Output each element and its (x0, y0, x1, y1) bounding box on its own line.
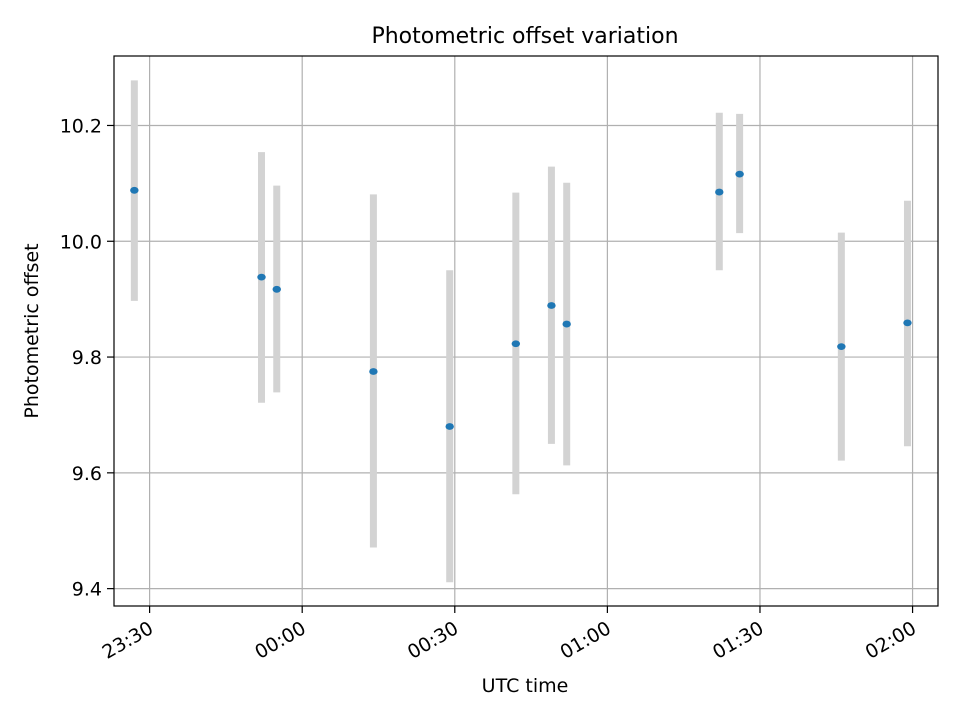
y-tick-label: 9.6 (72, 463, 102, 485)
data-point (735, 170, 744, 178)
chart-title: Photometric offset variation (371, 24, 678, 49)
data-point (257, 273, 266, 281)
y-tick-label: 9.8 (72, 347, 102, 369)
y-tick-label: 9.4 (72, 579, 102, 601)
y-tick-label: 10.2 (60, 115, 102, 137)
y-axis-label: Photometric offset (21, 243, 43, 418)
data-point (369, 368, 378, 375)
data-point (837, 343, 846, 351)
axes-frame (113, 55, 939, 607)
data-point (272, 285, 281, 293)
grid-lines (114, 56, 938, 606)
data-point (715, 188, 724, 196)
data-point (562, 320, 571, 328)
data-point (547, 302, 556, 309)
data-point (130, 186, 139, 194)
x-axis-label: UTC time (482, 675, 569, 697)
data-point (445, 423, 454, 430)
y-tick-label: 10.0 (60, 231, 102, 253)
data-point (903, 319, 912, 327)
data-point (511, 340, 521, 348)
data-points (130, 170, 912, 430)
